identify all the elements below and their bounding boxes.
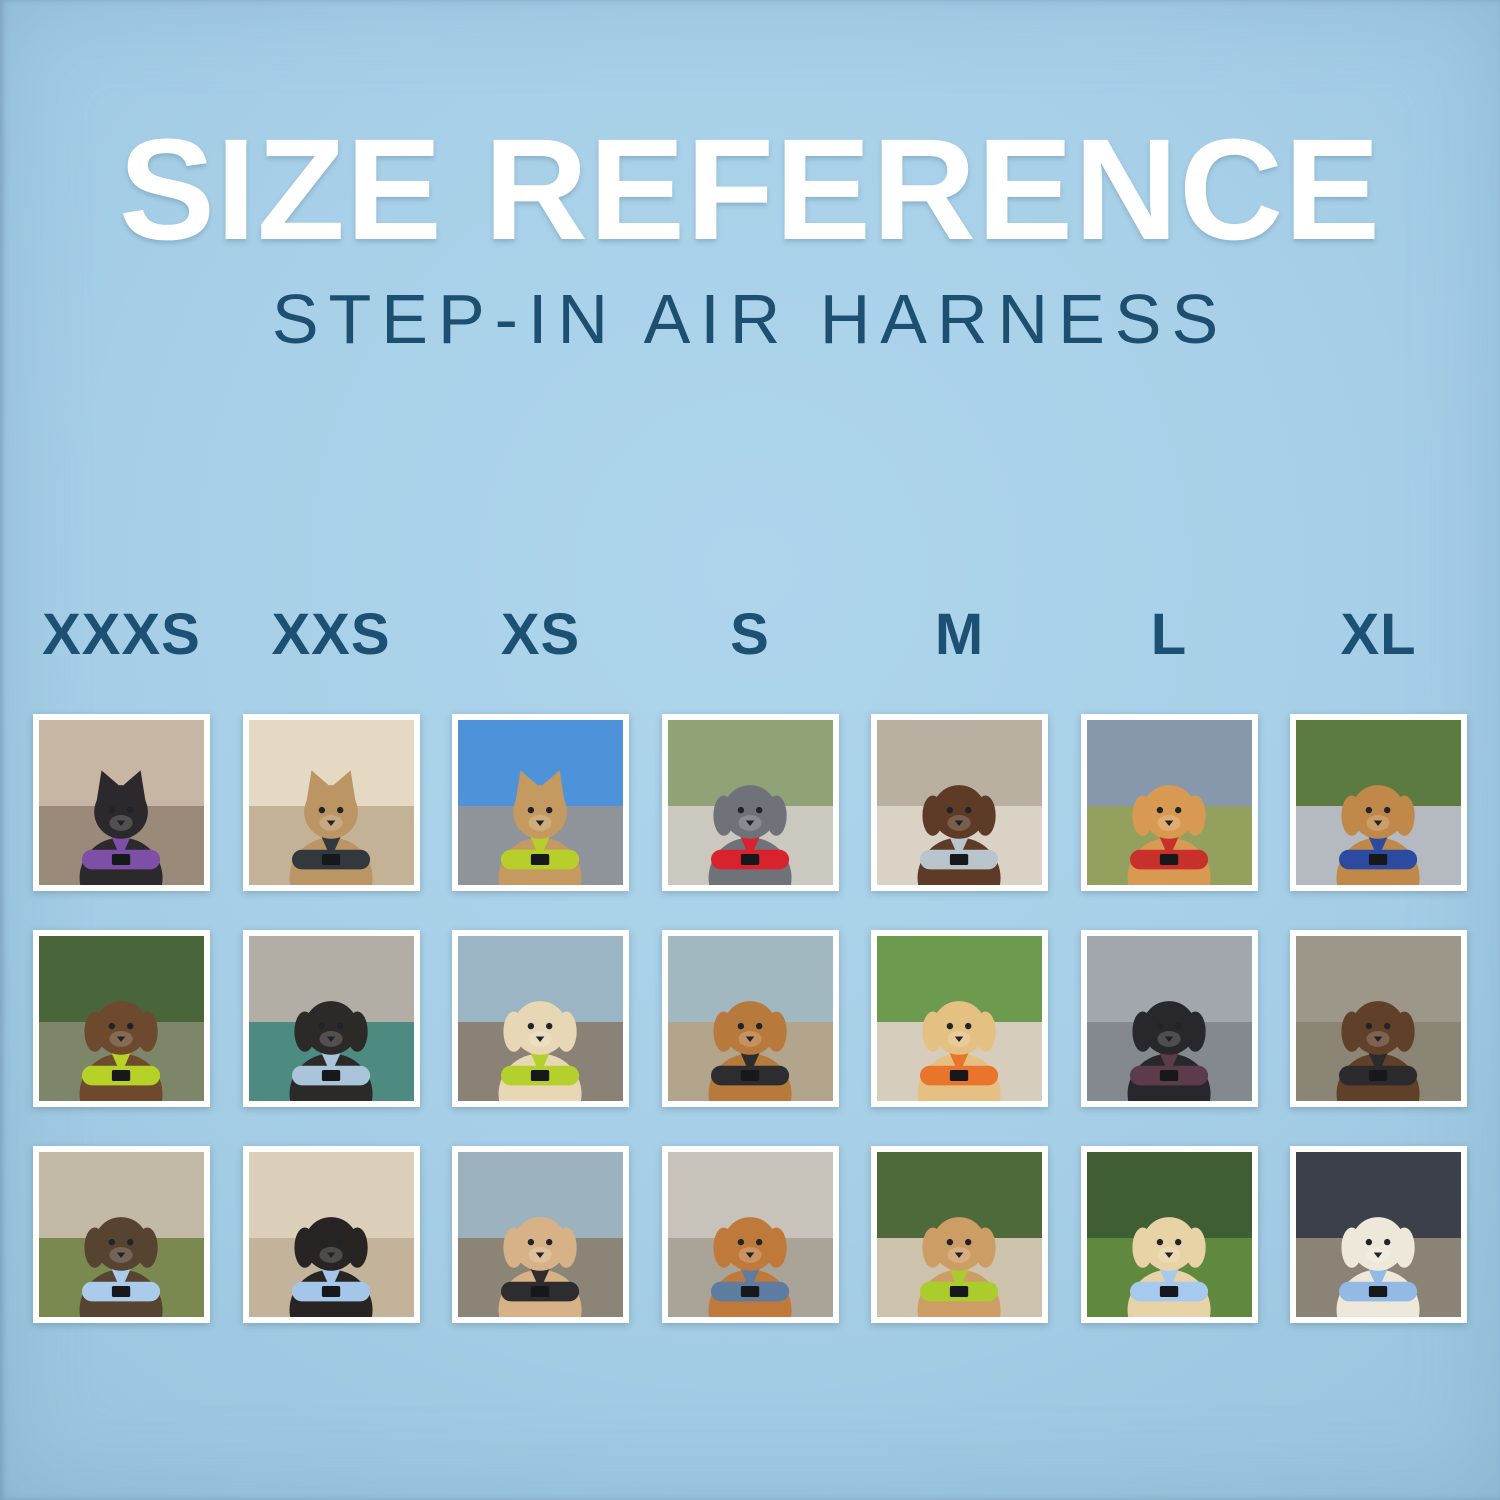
harness-patch (950, 1285, 969, 1297)
harness-patch (321, 853, 341, 865)
pet-in-harness-illustration (708, 1000, 792, 1101)
photo-xxxs-row3 (33, 1146, 210, 1323)
page-title: SIZE REFERENCE (118, 109, 1382, 270)
photo-xxxs-row1 (33, 714, 210, 891)
pet-photo-scene (248, 936, 414, 1101)
pet-photo-scene (667, 720, 833, 885)
pet-photo-scene (877, 936, 1042, 1101)
photo-s-row1 (661, 714, 839, 891)
photo-m-row1 (871, 714, 1048, 891)
photo-xxxs-row2 (33, 930, 210, 1107)
photo-xl-row2 (1290, 930, 1467, 1107)
harness-patch (740, 853, 760, 865)
pet-in-harness-illustration (1127, 784, 1211, 885)
photo-l-row1 (1080, 714, 1258, 891)
harness-patch (950, 1069, 969, 1081)
harness-patch (950, 853, 969, 865)
size-label-m: M (934, 602, 985, 667)
photo-xl-row1 (1290, 714, 1467, 891)
pet-photo-scene (248, 1152, 414, 1317)
size-header-row: XXXS XXS XS S M L XL (33, 606, 1467, 664)
pet-photo-scene (667, 936, 833, 1101)
photo-m-row3 (871, 1146, 1048, 1323)
pet-photo-scene (1086, 936, 1252, 1101)
pet-in-harness-illustration (708, 1216, 792, 1317)
harness-patch (1369, 1069, 1388, 1081)
photo-xs-row2 (452, 930, 629, 1107)
pet-in-harness-illustration (289, 1216, 373, 1317)
harness-patch (112, 1285, 131, 1297)
photo-xs-row1 (452, 714, 629, 891)
photo-s-row3 (661, 1146, 839, 1323)
pet-photo-scene (458, 720, 623, 885)
pet-in-harness-illustration (918, 1000, 1001, 1101)
page-subtitle: STEP-IN AIR HARNESS (271, 280, 1229, 358)
photo-l-row3 (1080, 1146, 1258, 1323)
harness-patch (321, 1069, 341, 1081)
photo-xxs-row2 (242, 930, 420, 1107)
pet-in-harness-illustration (80, 1216, 163, 1317)
harness-patch (1159, 853, 1179, 865)
pet-photo-scene (39, 1152, 204, 1317)
pet-photo-scene (1296, 1152, 1461, 1317)
photo-m-row2 (871, 930, 1048, 1107)
harness-patch (1159, 1069, 1179, 1081)
pet-in-harness-illustration (1337, 784, 1420, 885)
photo-xl-row3 (1290, 1146, 1467, 1323)
harness-patch (531, 1069, 550, 1081)
pet-in-harness-illustration (80, 770, 163, 885)
pet-in-harness-illustration (499, 1216, 582, 1317)
pet-photo-scene (1086, 720, 1252, 885)
photo-s-row2 (661, 930, 839, 1107)
photo-xs-row3 (452, 1146, 629, 1323)
harness-patch (321, 1285, 341, 1297)
pet-photo-scene (1296, 936, 1461, 1101)
harness-patch (112, 853, 131, 865)
pet-in-harness-illustration (1127, 1216, 1211, 1317)
harness-patch (740, 1285, 760, 1297)
harness-patch (1159, 1285, 1179, 1297)
pet-in-harness-illustration (499, 1000, 582, 1101)
photo-xxs-row1 (242, 714, 420, 891)
harness-patch (531, 1285, 550, 1297)
size-label-xxxs: XXXS (42, 602, 201, 667)
pet-photo-scene (39, 720, 204, 885)
pet-in-harness-illustration (708, 784, 792, 885)
pet-in-harness-illustration (499, 770, 582, 885)
pet-in-harness-illustration (80, 1000, 163, 1101)
harness-patch (112, 1069, 131, 1081)
size-label-xl: XL (1340, 602, 1417, 667)
size-label-xxs: XXS (271, 602, 391, 667)
pet-in-harness-illustration (289, 1000, 373, 1101)
harness-patch (740, 1069, 760, 1081)
photo-xxs-row3 (242, 1146, 420, 1323)
pet-photo-scene (667, 1152, 833, 1317)
size-label-xs: XS (500, 602, 581, 667)
harness-patch (1369, 853, 1388, 865)
size-label-l: L (1150, 602, 1188, 667)
pet-photo-scene (458, 1152, 623, 1317)
pet-in-harness-illustration (918, 784, 1001, 885)
pet-photo-scene (248, 720, 414, 885)
pet-photo-scene (1086, 1152, 1252, 1317)
size-label-s: S (730, 602, 770, 667)
pet-photo-scene (877, 1152, 1042, 1317)
pet-in-harness-illustration (1337, 1216, 1420, 1317)
pet-photo-scene (39, 936, 204, 1101)
photo-l-row2 (1080, 930, 1258, 1107)
pet-in-harness-illustration (289, 770, 373, 885)
pet-photo-scene (1296, 720, 1461, 885)
pet-photo-scene (877, 720, 1042, 885)
harness-patch (531, 853, 550, 865)
pet-in-harness-illustration (1337, 1000, 1420, 1101)
pet-in-harness-illustration (1127, 1000, 1211, 1101)
harness-patch (1369, 1285, 1388, 1297)
photo-grid (33, 714, 1467, 1323)
pet-photo-scene (458, 936, 623, 1101)
pet-in-harness-illustration (918, 1216, 1001, 1317)
